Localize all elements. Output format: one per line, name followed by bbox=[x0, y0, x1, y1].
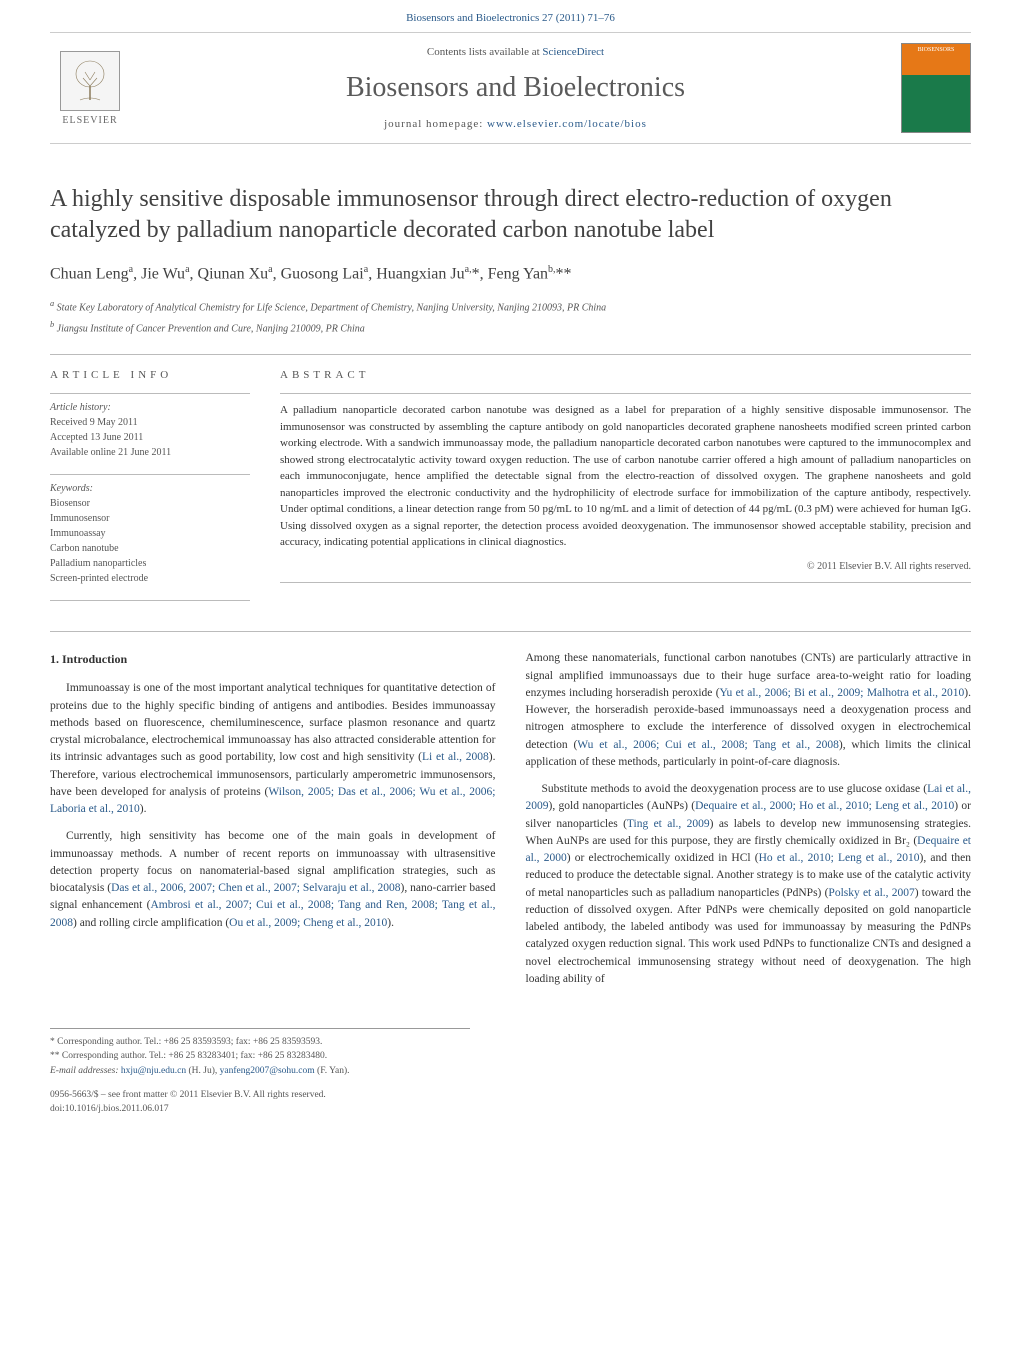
paragraph: Currently, high sensitivity has become o… bbox=[50, 828, 496, 932]
doi-line: doi:10.1016/j.bios.2011.06.017 bbox=[50, 1102, 971, 1116]
email-who: (H. Ju), bbox=[186, 1066, 220, 1076]
info-abstract-row: article info Article history: Received 9… bbox=[50, 354, 971, 601]
citation-link[interactable]: Dequaire et al., 2000; Ho et al., 2010; … bbox=[695, 800, 954, 812]
abstract-text: A palladium nanoparticle decorated carbo… bbox=[280, 393, 971, 551]
article-history-block: Article history: Received 9 May 2011 Acc… bbox=[50, 393, 250, 460]
email-line: E-mail addresses: hxju@nju.edu.cn (H. Ju… bbox=[50, 1064, 470, 1078]
publisher-name: ELSEVIER bbox=[62, 115, 117, 126]
text-run: ) or electrochemically oxidized in HCl ( bbox=[567, 852, 759, 864]
citation-link[interactable]: Ho et al., 2010; Leng et al., 2010 bbox=[759, 852, 920, 864]
homepage-prefix: journal homepage: bbox=[384, 118, 487, 130]
email-link[interactable]: yanfeng2007@sohu.com bbox=[220, 1066, 315, 1076]
online-date: Available online 21 June 2011 bbox=[50, 445, 250, 460]
sciencedirect-link[interactable]: ScienceDirect bbox=[542, 46, 604, 58]
article-title: A highly sensitive disposable immunosens… bbox=[50, 184, 971, 246]
body-column-right: Among these nanomaterials, functional ca… bbox=[526, 650, 972, 998]
abstract-label: abstract bbox=[280, 369, 971, 381]
contents-prefix: Contents lists available at bbox=[427, 46, 542, 58]
text-run: ), gold nanoparticles (AuNPs) ( bbox=[549, 800, 696, 812]
keyword: Biosensor bbox=[50, 496, 250, 511]
keyword: Palladium nanoparticles bbox=[50, 556, 250, 571]
citation-link[interactable]: Wu et al., 2006; Cui et al., 2008; Tang … bbox=[577, 739, 839, 751]
text-run: ). bbox=[140, 803, 147, 815]
article-info-column: article info Article history: Received 9… bbox=[50, 369, 280, 601]
masthead: ELSEVIER Contents lists available at Sci… bbox=[50, 32, 971, 144]
homepage-link[interactable]: www.elsevier.com/locate/bios bbox=[487, 118, 647, 130]
abstract-column: abstract A palladium nanoparticle decora… bbox=[280, 369, 971, 601]
rule bbox=[280, 582, 971, 583]
rule bbox=[50, 600, 250, 601]
affiliation-b: b Jiangsu Institute of Cancer Prevention… bbox=[50, 319, 971, 336]
body-two-column: 1. Introduction Immunoassay is one of th… bbox=[50, 631, 971, 998]
citation-link[interactable]: Li et al., 2008 bbox=[422, 751, 489, 763]
author-list: Chuan Lenga, Jie Wua, Qiunan Xua, Guoson… bbox=[50, 264, 971, 283]
cover-text-top: BIOSENSORS bbox=[902, 44, 970, 56]
masthead-center: Contents lists available at ScienceDirec… bbox=[130, 46, 901, 130]
contents-available-line: Contents lists available at ScienceDirec… bbox=[130, 46, 901, 58]
abstract-copyright: © 2011 Elsevier B.V. All rights reserved… bbox=[280, 561, 971, 572]
accepted-date: Accepted 13 June 2011 bbox=[50, 430, 250, 445]
elsevier-tree-icon bbox=[60, 51, 120, 111]
affiliation-a: a State Key Laboratory of Analytical Che… bbox=[50, 298, 971, 315]
keyword: Immunosensor bbox=[50, 511, 250, 526]
text-run: ) toward the reduction of dissolved oxyg… bbox=[526, 887, 972, 985]
publisher-logo: ELSEVIER bbox=[50, 43, 130, 133]
front-matter-line: 0956-5663/$ – see front matter © 2011 El… bbox=[50, 1088, 971, 1102]
corresponding-author-footnotes: * Corresponding author. Tel.: +86 25 835… bbox=[50, 1028, 470, 1078]
text-run: Substitute methods to avoid the deoxygen… bbox=[542, 783, 928, 795]
affiliation-b-text: Jiangsu Institute of Cancer Prevention a… bbox=[57, 323, 365, 334]
paragraph: Substitute methods to avoid the deoxygen… bbox=[526, 781, 972, 988]
text-run: ). bbox=[387, 917, 394, 929]
section-heading: 1. Introduction bbox=[50, 650, 496, 668]
doi-block: 0956-5663/$ – see front matter © 2011 El… bbox=[50, 1088, 971, 1117]
keywords-block: Keywords: Biosensor Immunosensor Immunoa… bbox=[50, 474, 250, 586]
email-link[interactable]: hxju@nju.edu.cn bbox=[121, 1066, 186, 1076]
corresponding-author-1: * Corresponding author. Tel.: +86 25 835… bbox=[50, 1035, 470, 1049]
citation-link[interactable]: Ting et al., 2009 bbox=[627, 818, 710, 830]
keywords-label: Keywords: bbox=[50, 481, 250, 496]
corresponding-author-2: ** Corresponding author. Tel.: +86 25 83… bbox=[50, 1049, 470, 1063]
affiliation-a-text: State Key Laboratory of Analytical Chemi… bbox=[57, 302, 607, 313]
email-who: (F. Yan). bbox=[315, 1066, 350, 1076]
history-label: Article history: bbox=[50, 400, 250, 415]
keyword: Carbon nanotube bbox=[50, 541, 250, 556]
running-header: Biosensors and Bioelectronics 27 (2011) … bbox=[0, 0, 1021, 32]
email-label: E-mail addresses: bbox=[50, 1066, 121, 1076]
keyword: Screen-printed electrode bbox=[50, 571, 250, 586]
citation-link[interactable]: Yu et al., 2006; Bi et al., 2009; Malhot… bbox=[720, 687, 965, 699]
homepage-line: journal homepage: www.elsevier.com/locat… bbox=[130, 118, 901, 130]
keyword: Immunoassay bbox=[50, 526, 250, 541]
citation-link[interactable]: Ou et al., 2009; Cheng et al., 2010 bbox=[229, 917, 387, 929]
journal-cover-thumbnail: BIOSENSORS bbox=[901, 43, 971, 133]
text-run: ) and rolling circle amplification ( bbox=[73, 917, 229, 929]
citation-link[interactable]: Polsky et al., 2007 bbox=[828, 887, 914, 899]
paragraph: Among these nanomaterials, functional ca… bbox=[526, 650, 972, 771]
paragraph: Immunoassay is one of the most important… bbox=[50, 680, 496, 818]
article-info-label: article info bbox=[50, 369, 250, 381]
citation-link[interactable]: Das et al., 2006, 2007; Chen et al., 200… bbox=[111, 882, 400, 894]
body-column-left: 1. Introduction Immunoassay is one of th… bbox=[50, 650, 496, 998]
journal-name: Biosensors and Bioelectronics bbox=[130, 72, 901, 104]
received-date: Received 9 May 2011 bbox=[50, 415, 250, 430]
